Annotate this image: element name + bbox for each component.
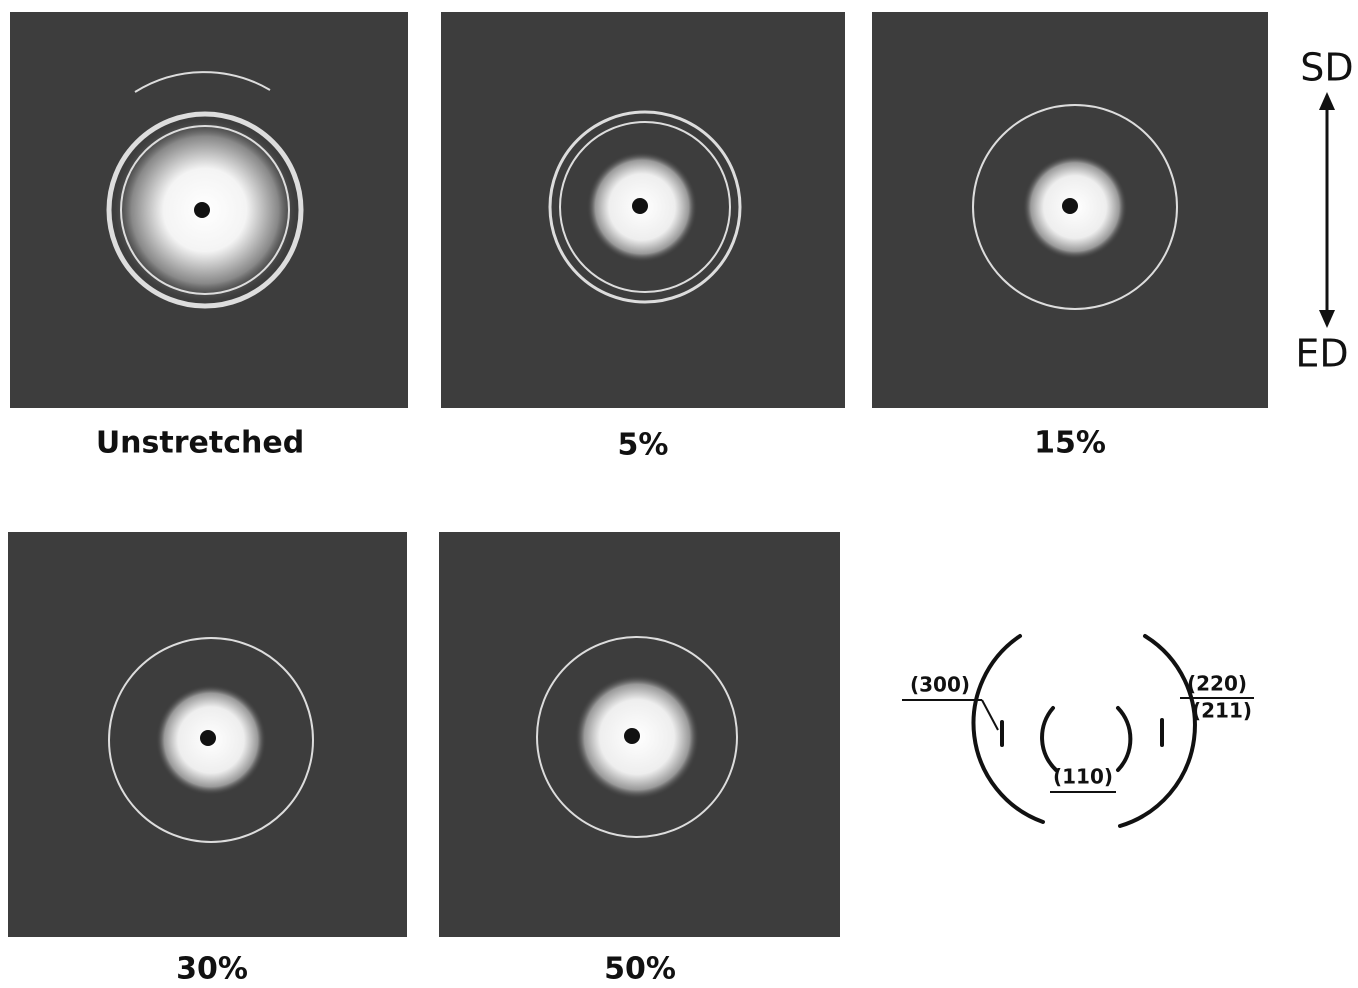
diffraction-panel bbox=[8, 532, 407, 937]
panel-label: Unstretched bbox=[96, 426, 304, 461]
diffraction-panel bbox=[10, 12, 408, 408]
panel-label: 15% bbox=[1034, 426, 1106, 461]
schematic bbox=[902, 636, 1254, 826]
panel-label: 5% bbox=[618, 428, 669, 463]
plane-label: (110) bbox=[1053, 765, 1113, 789]
panel-label: 30% bbox=[176, 952, 248, 987]
plane-label: (220) bbox=[1187, 672, 1247, 696]
diffraction-panel bbox=[439, 532, 840, 937]
direction-label: SD bbox=[1300, 46, 1353, 90]
plane-label: (211) bbox=[1192, 699, 1252, 723]
diffraction-panel bbox=[441, 12, 845, 408]
diffraction-panel bbox=[872, 12, 1268, 408]
direction-label: ED bbox=[1295, 332, 1348, 376]
figure: Unstretched 5% 15% 30% 50% SD ED bbox=[0, 0, 1358, 988]
panel-label: 50% bbox=[604, 952, 676, 987]
direction-arrow bbox=[1319, 92, 1335, 328]
plane-label: (300) bbox=[910, 673, 970, 697]
